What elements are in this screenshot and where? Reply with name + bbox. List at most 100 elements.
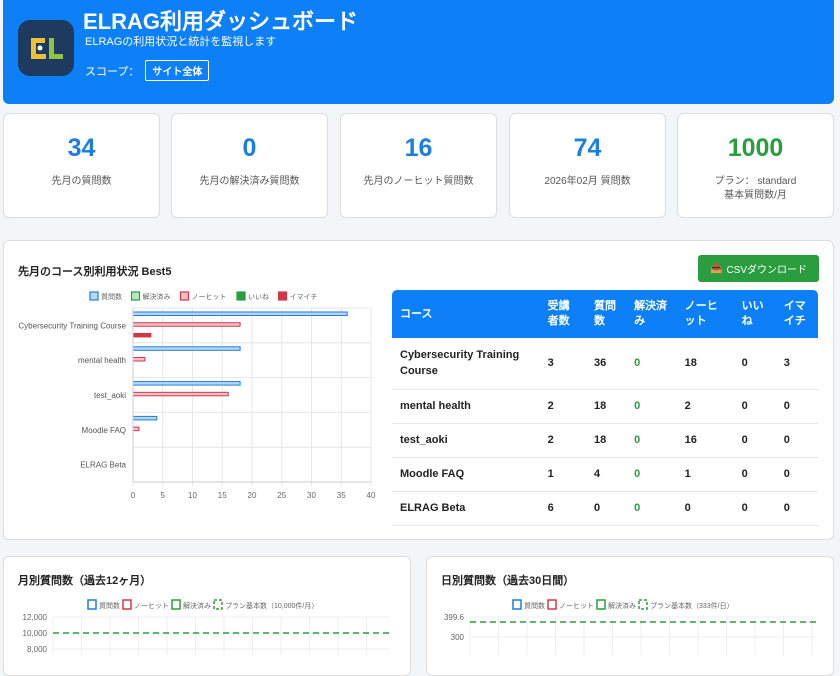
legend-label: プラン基本数（10,000件/月） xyxy=(225,601,318,610)
table-cell: 0 xyxy=(733,338,776,390)
table-cell: 36 xyxy=(586,338,627,390)
stat-label: 先月の質問数 xyxy=(51,176,112,187)
legend-label: 質問数 xyxy=(99,601,120,610)
scope-badge[interactable]: サイト全体 xyxy=(145,60,210,81)
download-tray-icon: 📥 xyxy=(709,263,723,274)
table-cell: 0 xyxy=(733,423,776,458)
plan-name: プラン： standard xyxy=(714,176,797,187)
table-cell: 0 xyxy=(626,423,677,458)
table-row: Cybersecurity Training Course 3 36 0 18 0 3 xyxy=(392,338,818,390)
legend-swatch xyxy=(596,599,606,610)
csv-label: CSVダウンロード xyxy=(726,265,807,276)
table-cell: 0 xyxy=(775,457,818,492)
bar-0 xyxy=(132,415,158,421)
table-cell: 2 xyxy=(539,423,586,458)
monthly-chart-title: 月別質問数（過去12ヶ月） xyxy=(18,575,152,587)
course-panel-title: 先月のコース別利用状況 Best5 xyxy=(18,266,172,278)
stat-card-nohit: 16 先月のノーヒット質問数 xyxy=(340,113,497,218)
legend-label: 解決済み xyxy=(143,292,171,301)
x-tick-label: 40 xyxy=(367,491,376,500)
x-tick-label: 5 xyxy=(161,491,166,500)
table-cell: 3 xyxy=(539,338,586,390)
stat-card-plan: 1000 プラン： standard 基本質問数/月 xyxy=(677,113,834,218)
y-tick-label: 12,000 xyxy=(23,613,48,622)
y-category-label: test_aoki xyxy=(94,391,126,400)
legend-swatch xyxy=(122,599,132,610)
elrag-logo xyxy=(18,20,74,76)
table-cell: ELRAG Beta xyxy=(392,491,540,526)
legend-label: いいね xyxy=(248,293,269,301)
legend-swatch xyxy=(89,291,99,301)
table-cell: test_aoki xyxy=(392,423,540,458)
scope: スコープ： サイト全体 xyxy=(85,60,210,81)
table-row: ELRAG Beta 6 0 0 0 0 0 xyxy=(392,491,818,526)
table-cell: 0 xyxy=(775,423,818,458)
dashboard-header: ELRAG利用ダッシュボード ELRAGの利用状況と統計を監視します スコープ：… xyxy=(3,0,834,104)
legend-swatch xyxy=(638,599,648,610)
course-bar-chart: 0 5 10 15 20 25 30 35 40 Cybersecurity Training C… xyxy=(18,291,376,500)
y-category-label: ELRAG Beta xyxy=(80,461,126,470)
table-cell: 2 xyxy=(676,389,734,424)
daily-chart-title: 日別質問数（過去30日間） xyxy=(441,575,575,587)
bar-2 xyxy=(132,426,140,432)
table-header-row: コース 受講者数 質問数 解決済み ノーヒット いいね イマイチ xyxy=(392,290,818,338)
y-tick-label: 300 xyxy=(451,633,465,642)
bar-2 xyxy=(132,357,146,362)
table-cell: 0 xyxy=(775,389,818,424)
legend-swatch xyxy=(547,599,557,610)
col-dislikes: イマイチ xyxy=(775,290,818,338)
table-cell: 0 xyxy=(626,457,677,492)
stat-label: 先月のノーヒット質問数 xyxy=(363,176,474,187)
table-cell: 0 xyxy=(626,491,677,526)
legend-swatch xyxy=(213,599,223,610)
stat-label: 2026年02月 質問数 xyxy=(544,176,631,187)
table-cell: 0 xyxy=(626,338,677,390)
y-tick-label: 10,000 xyxy=(23,629,48,638)
legend-swatch xyxy=(277,291,288,301)
csv-download-button[interactable]: 📥 CSVダウンロード xyxy=(698,255,819,282)
bar-0 xyxy=(132,381,241,386)
x-tick-label: 25 xyxy=(277,491,286,500)
y-tick-label: 8,000 xyxy=(27,645,48,654)
stat-card-resolved: 0 先月の解決済み質問数 xyxy=(171,113,328,218)
legend-label: イマイチ xyxy=(290,293,318,301)
legend-swatch xyxy=(87,599,97,610)
stat-card-last-month-questions: 34 先月の質問数 xyxy=(3,113,160,218)
col-students: 受講者数 xyxy=(539,290,586,338)
x-tick-label: 0 xyxy=(131,491,136,500)
table-cell: 16 xyxy=(676,423,734,458)
stat-value: 1000 xyxy=(727,134,784,162)
y-category-label: Moodle FAQ xyxy=(82,426,126,435)
legend-label: ノーヒット xyxy=(192,293,227,301)
legend-label: 解決済み xyxy=(183,601,211,610)
col-nohit: ノーヒット xyxy=(676,290,734,338)
stat-card-current-month: 74 2026年02月 質問数 xyxy=(509,113,666,218)
legend-swatch xyxy=(236,291,246,301)
table-cell: 0 xyxy=(626,389,677,424)
table-row: test_aoki 2 18 0 16 0 0 xyxy=(392,423,818,458)
stat-value: 16 xyxy=(404,134,433,162)
table-cell: 0 xyxy=(676,491,734,526)
table-row: mental health 2 18 0 2 0 0 xyxy=(392,389,818,424)
x-tick-label: 35 xyxy=(337,491,346,500)
daily-line-chart: 質問数 ノーヒット 解決済み プラン基本数（333件/日） 399.6 300 xyxy=(444,599,816,655)
table-cell: 0 xyxy=(733,457,776,492)
legend-swatch xyxy=(512,599,522,610)
col-course: コース xyxy=(392,290,540,338)
page-subtitle: ELRAGの利用状況と統計を監視します xyxy=(85,36,277,48)
y-tick-label: 399.6 xyxy=(444,613,465,622)
table-cell: 2 xyxy=(539,389,586,424)
legend-swatch xyxy=(171,599,181,610)
table-cell: 1 xyxy=(539,457,586,492)
table-cell: 1 xyxy=(676,457,734,492)
legend-swatch xyxy=(130,291,141,301)
table-cell: 0 xyxy=(733,491,776,526)
legend-label: 解決済み xyxy=(608,601,636,610)
table-cell: 0 xyxy=(586,491,627,526)
page-title: ELRAG利用ダッシュボード xyxy=(83,9,359,34)
table-cell: 18 xyxy=(586,423,627,458)
course-table: コース 受講者数 質問数 解決済み ノーヒット いいね イマイチ Cyberse… xyxy=(392,290,818,526)
table-cell: 4 xyxy=(586,457,627,492)
plan-unit: 基本質問数/月 xyxy=(724,190,787,201)
table-cell: mental health xyxy=(392,389,540,424)
